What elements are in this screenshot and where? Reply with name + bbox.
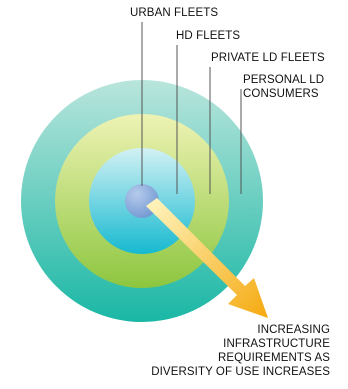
label-personal-ld-consumers: PERSONAL LD CONSUMERS xyxy=(243,73,324,101)
arrow-label-line3: REQUIREMENTS AS xyxy=(217,352,330,364)
label-personal-ld-line2: CONSUMERS xyxy=(243,88,319,100)
label-hd-fleets: HD FLEETS xyxy=(176,30,241,42)
label-increasing-infrastructure: INCREASING INFRASTRUCTURE REQUIREMENTS A… xyxy=(150,323,330,379)
arrow-label-line4: DIVERSITY OF USE INCREASES xyxy=(151,366,330,378)
label-urban-fleets: URBAN FLEETS xyxy=(130,7,219,19)
increasing-infrastructure-arrow xyxy=(146,198,268,318)
arrow-label-line1: INCREASING xyxy=(257,324,330,336)
label-personal-ld-line1: PERSONAL LD xyxy=(243,74,325,86)
arrow-label-line2: INFRASTRUCTURE xyxy=(223,338,330,350)
label-private-ld-fleets: PRIVATE LD FLEETS xyxy=(211,52,325,64)
